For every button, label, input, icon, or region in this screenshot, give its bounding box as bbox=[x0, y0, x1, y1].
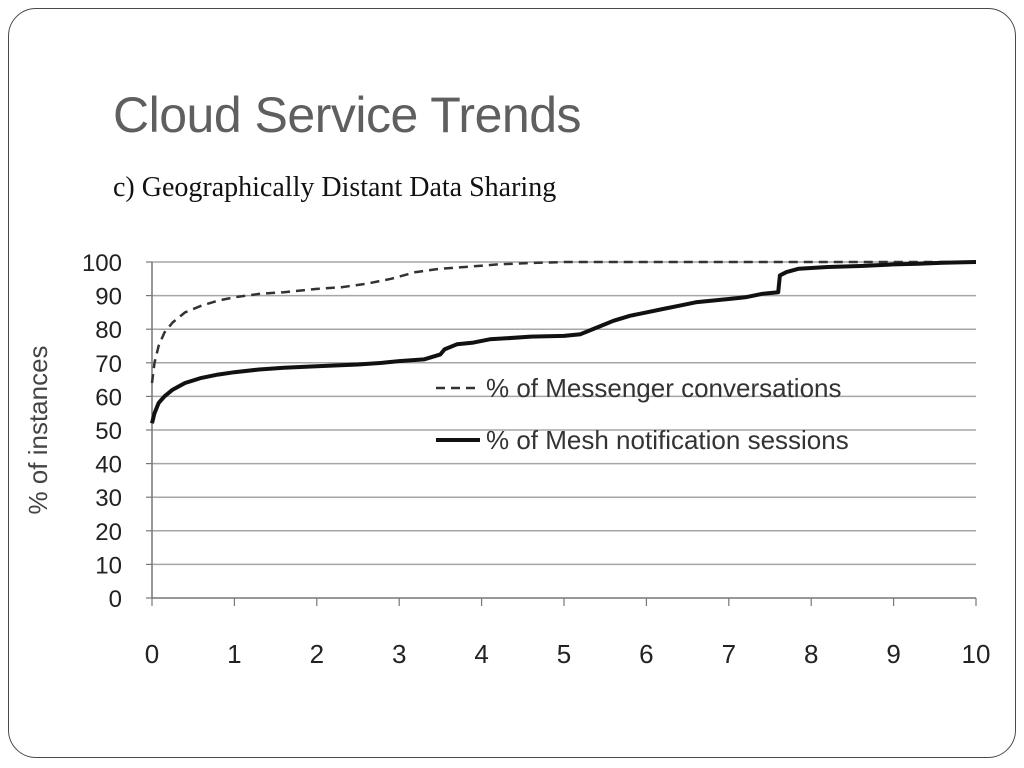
legend-label-2: % of Mesh notification sessions bbox=[486, 425, 849, 455]
y-tick-label: 100 bbox=[82, 250, 122, 277]
y-tick-label: 40 bbox=[95, 452, 122, 479]
x-tick-label: 1 bbox=[227, 639, 241, 669]
x-tick-label: 3 bbox=[392, 639, 406, 669]
y-tick-label: 50 bbox=[95, 418, 122, 445]
slide-subtitle: c) Geographically Distant Data Sharing bbox=[113, 172, 557, 203]
x-tick-label: 2 bbox=[310, 639, 324, 669]
legend-label-1: % of Messenger conversations bbox=[486, 373, 842, 403]
y-tick-label: 90 bbox=[95, 284, 122, 311]
x-tick-label: 7 bbox=[722, 639, 736, 669]
axes bbox=[146, 261, 977, 606]
x-tick-label: 6 bbox=[639, 639, 653, 669]
y-tick-label: 70 bbox=[95, 351, 122, 378]
legend: % of Messenger conversations % of Mesh no… bbox=[436, 373, 849, 455]
y-tick-label: 80 bbox=[95, 317, 122, 344]
y-tick-label: 0 bbox=[109, 586, 122, 613]
x-tick-labels: 0 1 2 3 4 5 6 7 8 9 10 bbox=[145, 639, 991, 669]
x-tick-label: 9 bbox=[886, 639, 900, 669]
x-tick-label: 5 bbox=[557, 639, 571, 669]
y-tick-label: 20 bbox=[95, 519, 122, 546]
series-line-1 bbox=[150, 260, 976, 384]
series-line-2 bbox=[150, 260, 977, 424]
y-tick-label: 30 bbox=[95, 485, 122, 512]
y-tick-label: 60 bbox=[95, 384, 122, 411]
x-tick-label: 0 bbox=[145, 639, 159, 669]
x-tick-label: 4 bbox=[474, 639, 488, 669]
slide-title: Cloud Service Trends bbox=[113, 87, 582, 143]
y-tick-label: 10 bbox=[95, 552, 122, 579]
slide-frame bbox=[8, 8, 1016, 758]
y-tick-labels: 0 10 20 30 40 50 60 70 80 90 100 bbox=[82, 250, 122, 613]
gridlines bbox=[152, 261, 976, 566]
series-lines bbox=[150, 260, 977, 424]
x-tick-label: 10 bbox=[962, 639, 991, 669]
y-axis-label: % of instances bbox=[23, 345, 53, 514]
x-tick-label: 8 bbox=[804, 639, 818, 669]
